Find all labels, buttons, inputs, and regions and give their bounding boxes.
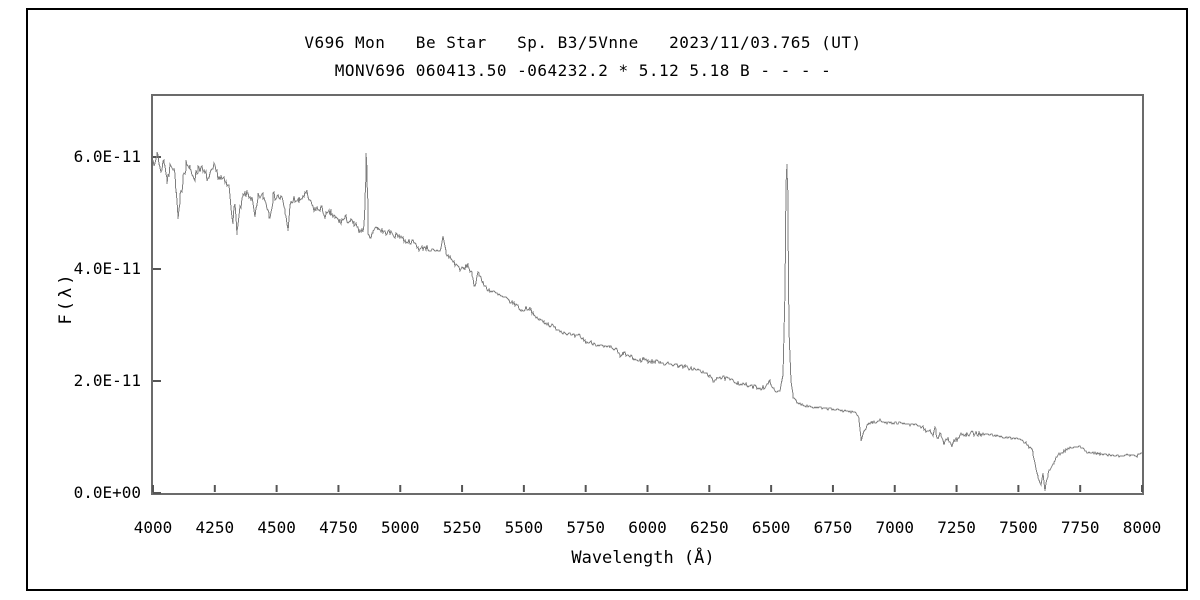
y-tick-label: 4.0E-11 (74, 259, 141, 278)
y-tick-label: 2.0E-11 (74, 371, 141, 390)
x-tick-label: 5000 (381, 518, 420, 537)
x-tick-label: 5250 (443, 518, 482, 537)
x-tick-label: 4250 (196, 518, 235, 537)
x-tick-label: 7750 (1061, 518, 1100, 537)
x-tick-label: 7500 (999, 518, 1038, 537)
x-tick-label: 4000 (134, 518, 173, 537)
x-axis-label: Wavelength (Å) (571, 548, 715, 568)
x-tick-label: 6750 (814, 518, 853, 537)
x-tick-label: 6000 (628, 518, 667, 537)
x-tick-label: 7000 (875, 518, 914, 537)
y-tick-label: 0.0E+00 (74, 483, 141, 502)
x-tick-label: 7250 (937, 518, 976, 537)
x-tick-label: 6500 (752, 518, 791, 537)
x-tick-label: 8000 (1123, 518, 1162, 537)
spectrum-line (152, 151, 1142, 492)
x-tick-label: 5750 (566, 518, 605, 537)
x-tick-label: 5500 (505, 518, 544, 537)
chart-subtitle: MONV696 060413.50 -064232.2 * 5.12 5.18 … (334, 61, 832, 80)
x-tick-label: 6250 (690, 518, 729, 537)
chart-title: V696 Mon Be Star Sp. B3/5Vnne 2023/11/03… (304, 33, 862, 52)
y-tick-label: 6.0E-11 (74, 147, 141, 166)
x-tick-label: 4750 (319, 518, 358, 537)
x-tick-label: 4500 (257, 518, 296, 537)
plot-box (151, 94, 1144, 495)
